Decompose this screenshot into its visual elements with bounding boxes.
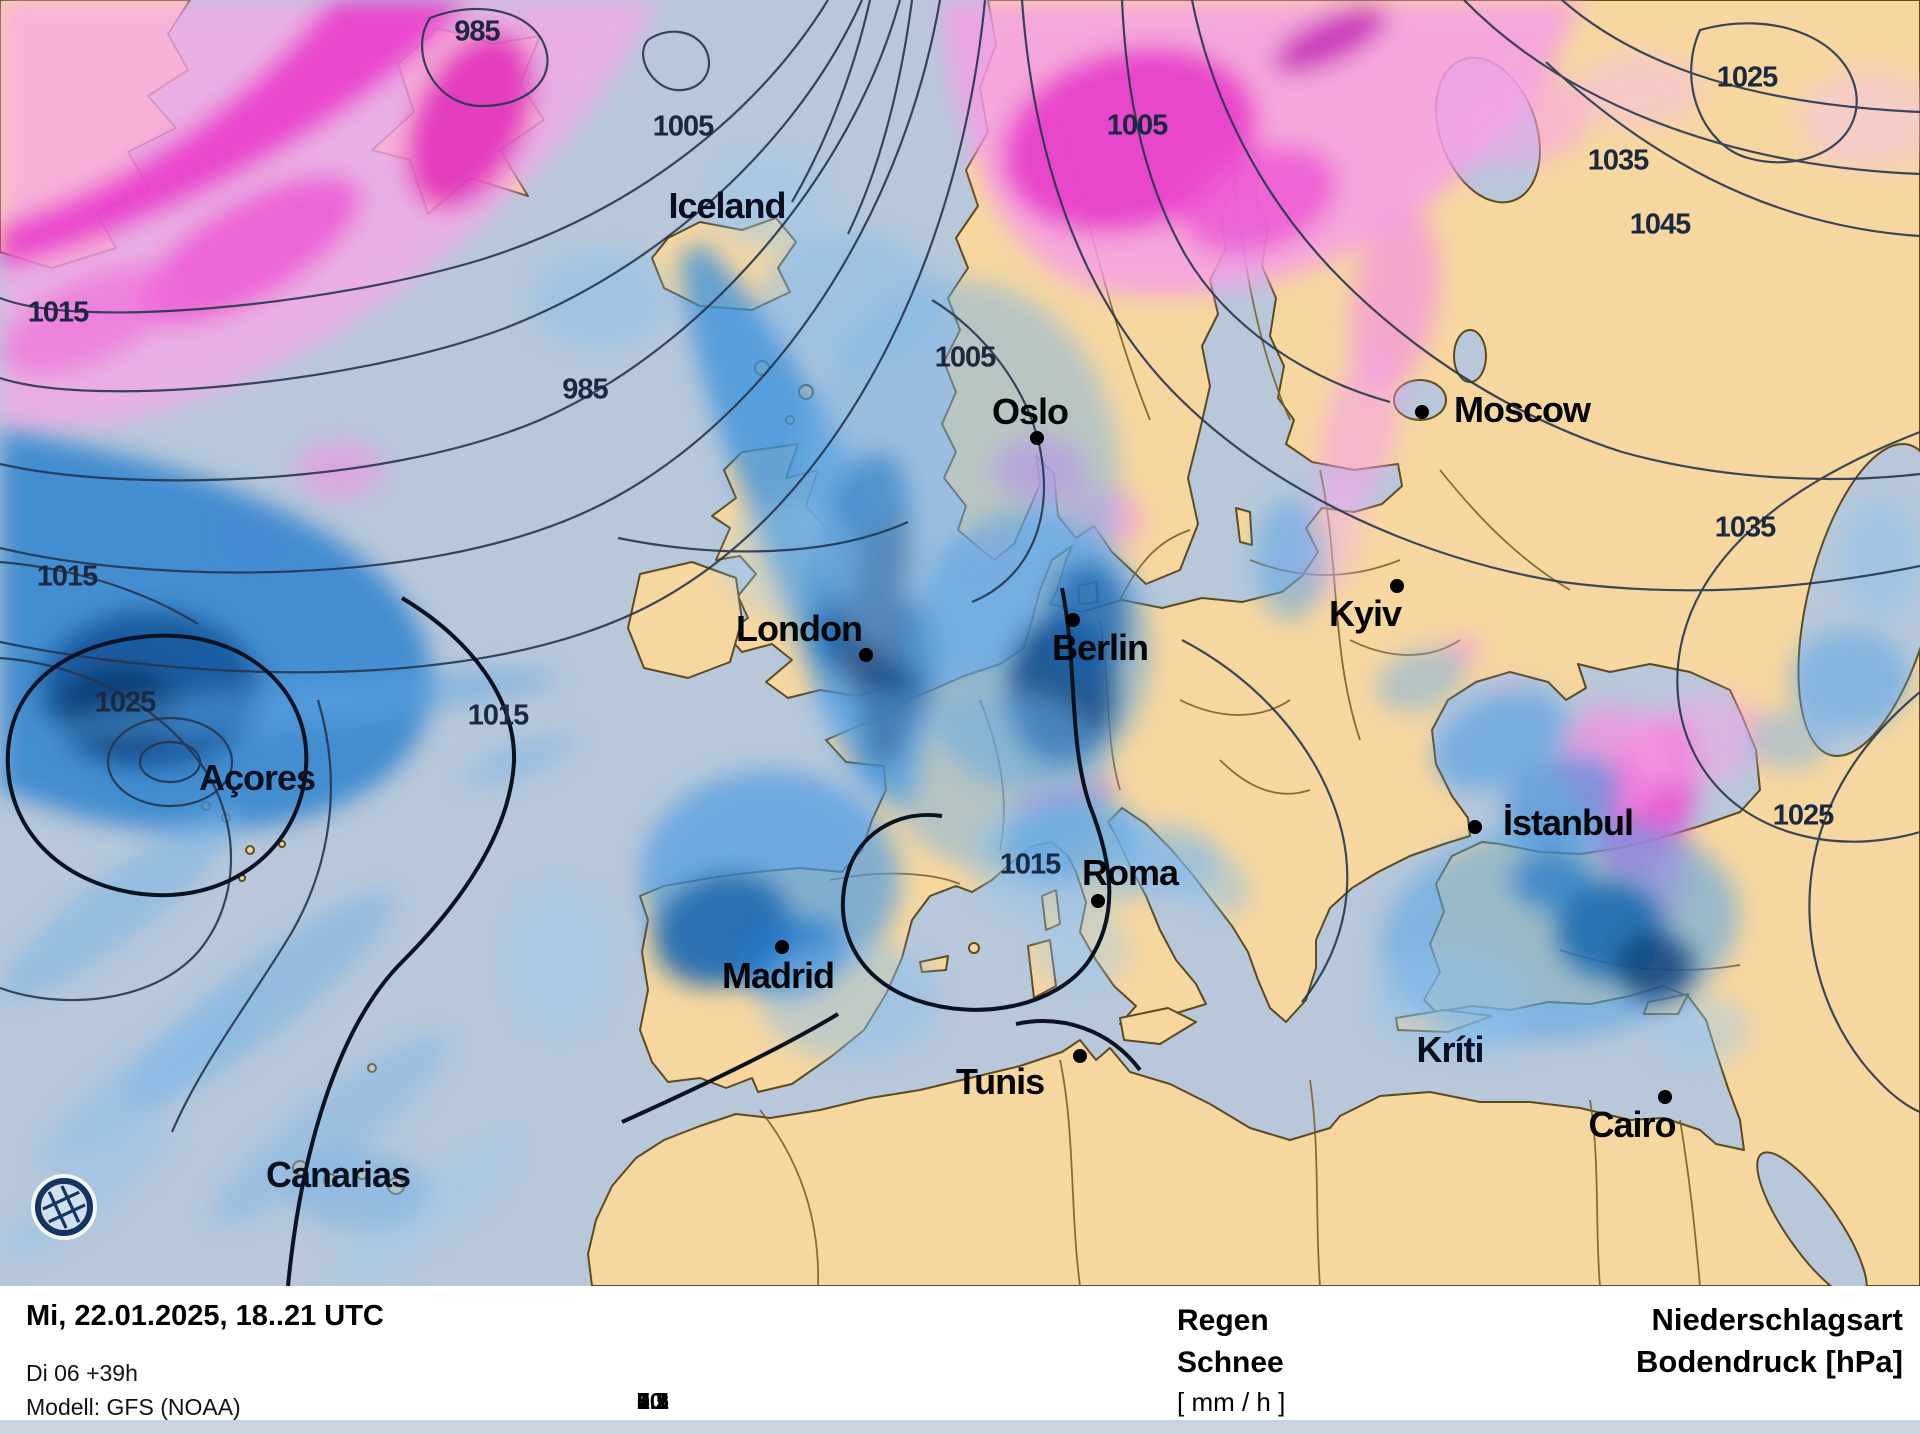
unit-label: [ mm / h ]	[1177, 1387, 1286, 1417]
scale-tick: 10	[637, 1388, 663, 1414]
isobars-bold	[5, 587, 1142, 1286]
legend-title-pressure: Bodendruck [hPa]	[1636, 1344, 1903, 1379]
legend-bar: Mi, 22.01.2025, 18..21 UTC Di 06 +39h Mo…	[0, 1286, 1920, 1420]
scale-tick: 2	[637, 1388, 650, 1414]
bottom-strip	[0, 1420, 1920, 1434]
scale-tick: 0.5	[637, 1388, 669, 1414]
isobars	[0, 0, 1920, 1133]
snow-label: Schnee	[1177, 1346, 1284, 1379]
scale-tick: 5	[637, 1388, 650, 1414]
rain-label: Regen	[1177, 1304, 1269, 1337]
rain-color-scale	[637, 1306, 1118, 1332]
valid-datetime: Mi, 22.01.2025, 18..21 UTC	[26, 1300, 384, 1332]
scale-tick: 0.2	[637, 1388, 669, 1414]
rain-precipitation	[0, 150, 1920, 1286]
model-run: Di 06 +39h	[26, 1360, 138, 1386]
model-name: Modell: GFS (NOAA)	[26, 1394, 241, 1420]
legend-title-precip-type: Niederschlagsart	[1651, 1302, 1903, 1337]
weather-map	[0, 0, 1920, 1286]
scale-tick: 1	[637, 1388, 650, 1414]
scale-tick: 7	[637, 1388, 650, 1414]
scale-tick: 0.1	[637, 1388, 669, 1414]
snow-color-scale	[637, 1351, 1118, 1376]
scale-tick: 3	[637, 1388, 650, 1414]
globe-logo-icon	[30, 1173, 98, 1241]
